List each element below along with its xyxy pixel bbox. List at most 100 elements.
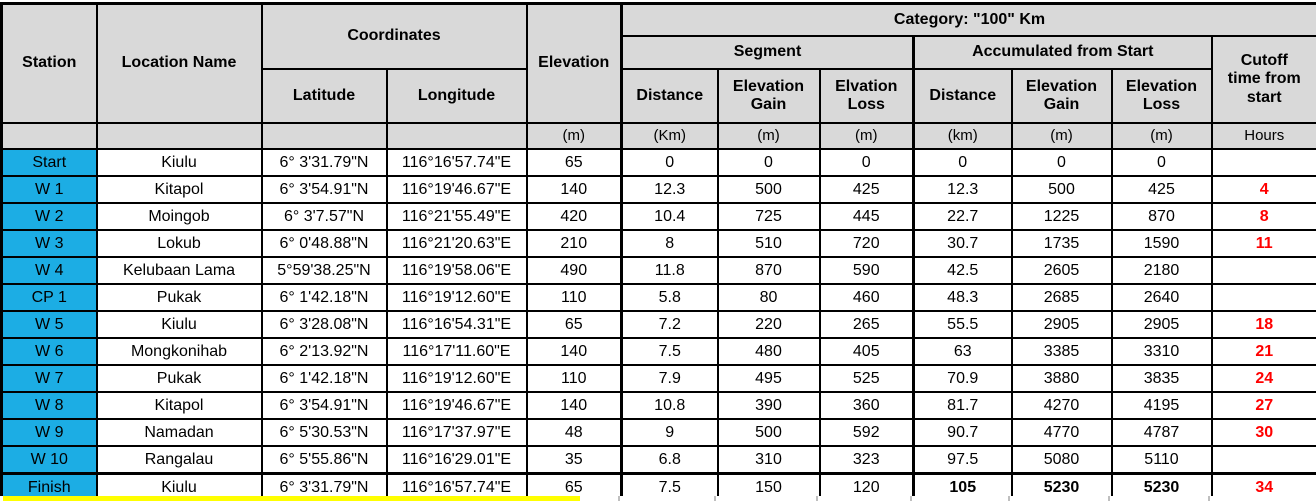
station-cell: CP 1 [0, 283, 98, 312]
latitude-cell: 6° 1'42.18"N [260, 283, 388, 312]
segment-elevation-loss-cell: 323 [818, 445, 915, 475]
table-row: W 3 Lokub 6° 0'48.88"N 116°21'20.63"E 210 8 51… [0, 229, 1316, 258]
col-header-segment-elevation-loss: Elvation Loss [818, 68, 915, 124]
col-header-segment-distance: Distance [620, 68, 719, 124]
longitude-cell: 116°19'46.67"E [385, 175, 528, 204]
longitude-cell: 116°19'12.60"E [385, 283, 528, 312]
unit-accumulated-distance: (km) [912, 122, 1013, 150]
unit-location-name [95, 122, 263, 150]
unit-segment-elevation-gain: (m) [716, 122, 821, 150]
station-cell: W 3 [0, 229, 98, 258]
next-row-yellow-highlight [3, 496, 580, 501]
col-header-location-name: Location Name [95, 2, 263, 124]
longitude-cell: 116°17'37.97"E [385, 418, 528, 447]
table-row: W 4 Kelubaan Lama 5°59'38.25"N 116°19'58.06… [0, 256, 1316, 285]
segment-elevation-loss-cell: 405 [818, 337, 915, 366]
col-header-segment-elevation-gain: Elevation Gain [716, 68, 821, 124]
longitude-cell: 116°19'12.60"E [385, 364, 528, 393]
accumulated-elevation-loss-cell: 1590 [1110, 229, 1213, 258]
station-cell: W 1 [0, 175, 98, 204]
col-header-accumulated-distance: Distance [912, 68, 1013, 124]
segment-elevation-gain-cell: 500 [716, 418, 821, 447]
accumulated-distance-cell: 48.3 [912, 283, 1013, 312]
location-name-cell: Mongkonihab [95, 337, 263, 366]
unit-accumulated-elevation-loss: (m) [1110, 122, 1213, 150]
table-row: W 2 Moingob 6° 3'7.57"N 116°21'55.49"E 420 10… [0, 202, 1316, 231]
elevation-cell: 140 [525, 391, 623, 420]
table-row: W 10 Rangalau 6° 5'55.86"N 116°16'29.01"E 35… [0, 445, 1316, 475]
unit-station [0, 122, 98, 150]
segment-elevation-loss-cell: 592 [818, 418, 915, 447]
segment-elevation-gain-cell: 310 [716, 445, 821, 475]
segment-distance-cell: 7.9 [620, 364, 719, 393]
accumulated-elevation-gain-cell: 0 [1010, 148, 1113, 177]
accumulated-elevation-gain-cell: 2605 [1010, 256, 1113, 285]
unit-segment-elevation-loss: (m) [818, 122, 915, 150]
segment-elevation-gain-cell: 725 [716, 202, 821, 231]
col-header-cutoff: Cutoff time from start [1210, 35, 1316, 124]
location-name-cell: Kitapol [95, 391, 263, 420]
segment-distance-cell: 11.8 [620, 256, 719, 285]
elevation-cell: 110 [525, 364, 623, 393]
table-row: W 5 Kiulu 6° 3'28.08"N 116°16'54.31"E 65 7.2 2… [0, 310, 1316, 339]
col-header-coordinates: Coordinates [260, 2, 528, 70]
latitude-cell: 6° 3'7.57"N [260, 202, 388, 231]
accumulated-elevation-gain-cell: 3880 [1010, 364, 1113, 393]
station-cell: W 7 [0, 364, 98, 393]
segment-elevation-loss-cell: 590 [818, 256, 915, 285]
elevation-cell: 140 [525, 175, 623, 204]
accumulated-distance-cell: 12.3 [912, 175, 1013, 204]
cutoff-cell: 8 [1210, 202, 1316, 231]
station-cell: W 2 [0, 202, 98, 231]
elevation-cell: 210 [525, 229, 623, 258]
cutoff-cell [1210, 256, 1316, 285]
elevation-cell: 65 [525, 148, 623, 177]
location-name-cell: Rangalau [95, 445, 263, 475]
accumulated-elevation-loss-cell: 2640 [1110, 283, 1213, 312]
accumulated-distance-cell: 30.7 [912, 229, 1013, 258]
segment-distance-cell: 5.8 [620, 283, 719, 312]
elevation-cell: 490 [525, 256, 623, 285]
unit-latitude [260, 122, 388, 150]
col-header-elevation: Elevation [525, 2, 623, 124]
cutoff-cell: 11 [1210, 229, 1316, 258]
accumulated-elevation-loss-cell: 425 [1110, 175, 1213, 204]
accumulated-elevation-loss-cell: 870 [1110, 202, 1213, 231]
partial-next-row [0, 496, 1316, 502]
segment-elevation-loss-cell: 425 [818, 175, 915, 204]
unit-longitude [385, 122, 528, 150]
longitude-cell: 116°16'29.01"E [385, 445, 528, 475]
location-name-cell: Kiulu [95, 148, 263, 177]
elevation-cell: 65 [525, 310, 623, 339]
cutoff-cell: 4 [1210, 175, 1316, 204]
segment-distance-cell: 10.8 [620, 391, 719, 420]
accumulated-distance-cell: 90.7 [912, 418, 1013, 447]
location-name-cell: Kelubaan Lama [95, 256, 263, 285]
station-cell: Start [0, 148, 98, 177]
segment-distance-cell: 0 [620, 148, 719, 177]
segment-distance-cell: 7.2 [620, 310, 719, 339]
unit-cutoff-hours: Hours [1210, 122, 1316, 150]
segment-distance-cell: 9 [620, 418, 719, 447]
station-cell: W 10 [0, 445, 98, 475]
col-header-accumulated-elevation-loss: Elevation Loss [1110, 68, 1213, 124]
col-header-station: Station [0, 2, 98, 124]
accumulated-elevation-loss-cell: 0 [1110, 148, 1213, 177]
col-header-latitude: Latitude [260, 68, 388, 124]
table-row: W 6 Mongkonihab 6° 2'13.92"N 116°17'11.60"E… [0, 337, 1316, 366]
col-header-longitude: Longitude [385, 68, 528, 124]
elevation-cell: 110 [525, 283, 623, 312]
cutoff-cell: 27 [1210, 391, 1316, 420]
location-name-cell: Moingob [95, 202, 263, 231]
segment-elevation-gain-cell: 0 [716, 148, 821, 177]
accumulated-distance-cell: 55.5 [912, 310, 1013, 339]
accumulated-elevation-gain-cell: 5080 [1010, 445, 1113, 475]
segment-elevation-gain-cell: 495 [716, 364, 821, 393]
accumulated-elevation-loss-cell: 5110 [1110, 445, 1213, 475]
accumulated-elevation-loss-cell: 4787 [1110, 418, 1213, 447]
accumulated-distance-cell: 0 [912, 148, 1013, 177]
latitude-cell: 6° 5'55.86"N [260, 445, 388, 475]
accumulated-distance-cell: 42.5 [912, 256, 1013, 285]
